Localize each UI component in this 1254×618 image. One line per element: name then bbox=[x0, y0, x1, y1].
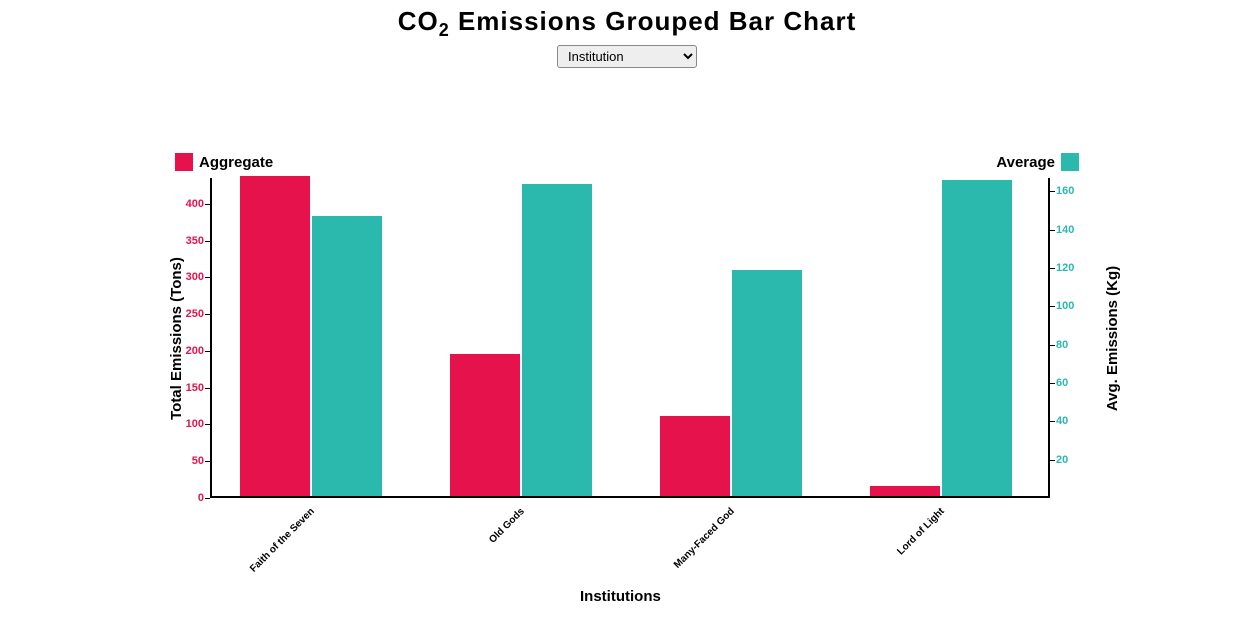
tickmark-left bbox=[205, 461, 210, 462]
grouping-dropdown[interactable]: Institution bbox=[557, 45, 697, 68]
dropdown-container: Institution bbox=[0, 45, 1254, 68]
title-suffix: Emissions Grouped Bar Chart bbox=[450, 6, 857, 36]
legend-swatch-average bbox=[1061, 153, 1079, 171]
bar-aggregate bbox=[450, 354, 520, 496]
tickmark-right bbox=[1050, 421, 1055, 422]
ytick-left: 200 bbox=[186, 345, 204, 357]
tickmark-left bbox=[205, 388, 210, 389]
y-axis-right-title: Avg. Emissions (Kg) bbox=[1104, 266, 1121, 411]
tickmark-left bbox=[205, 204, 210, 205]
bar-average bbox=[942, 180, 1012, 496]
y-axis-left-title: Total Emissions (Tons) bbox=[168, 257, 185, 420]
x-axis-title: Institutions bbox=[580, 588, 661, 605]
ytick-right: 80 bbox=[1056, 339, 1068, 351]
tickmark-right bbox=[1050, 191, 1055, 192]
tickmark-left bbox=[205, 498, 210, 499]
x-category-label: Lord of Light bbox=[895, 506, 946, 557]
bar-average bbox=[312, 216, 382, 496]
x-category-label: Many-Faced God bbox=[672, 506, 737, 571]
bar-aggregate bbox=[660, 416, 730, 496]
ytick-left: 150 bbox=[186, 382, 204, 394]
bar-aggregate bbox=[240, 176, 310, 496]
ytick-left: 300 bbox=[186, 271, 204, 283]
bar-average bbox=[732, 270, 802, 496]
legend-label-average: Average bbox=[996, 154, 1055, 171]
ytick-right: 60 bbox=[1056, 377, 1068, 389]
bar-average bbox=[522, 184, 592, 496]
tickmark-left bbox=[205, 314, 210, 315]
tickmark-right bbox=[1050, 306, 1055, 307]
x-category-label: Old Gods bbox=[487, 506, 527, 546]
legend-average: Average bbox=[996, 153, 1079, 171]
ytick-left: 400 bbox=[186, 198, 204, 210]
tickmark-right bbox=[1050, 268, 1055, 269]
ytick-right: 20 bbox=[1056, 454, 1068, 466]
legend-swatch-aggregate bbox=[175, 153, 193, 171]
page-title: CO2 Emissions Grouped Bar Chart bbox=[0, 0, 1254, 41]
x-category-label: Faith of the Seven bbox=[248, 506, 317, 575]
tickmark-right bbox=[1050, 460, 1055, 461]
tickmark-right bbox=[1050, 383, 1055, 384]
tickmark-left bbox=[205, 241, 210, 242]
title-prefix: CO bbox=[398, 6, 439, 36]
ytick-left: 350 bbox=[186, 235, 204, 247]
ytick-right: 140 bbox=[1056, 224, 1074, 236]
legend-label-aggregate: Aggregate bbox=[199, 154, 273, 171]
tickmark-right bbox=[1050, 230, 1055, 231]
bar-aggregate bbox=[870, 486, 940, 496]
ytick-left: 0 bbox=[198, 492, 204, 504]
ytick-right: 40 bbox=[1056, 415, 1068, 427]
tickmark-left bbox=[205, 277, 210, 278]
legend-aggregate: Aggregate bbox=[175, 153, 273, 171]
ytick-left: 50 bbox=[192, 455, 204, 467]
ytick-left: 250 bbox=[186, 308, 204, 320]
tickmark-left bbox=[205, 424, 210, 425]
tickmark-right bbox=[1050, 345, 1055, 346]
ytick-right: 100 bbox=[1056, 300, 1074, 312]
tickmark-left bbox=[205, 351, 210, 352]
ytick-right: 120 bbox=[1056, 262, 1074, 274]
ytick-left: 100 bbox=[186, 418, 204, 430]
title-sub: 2 bbox=[439, 20, 450, 40]
ytick-right: 160 bbox=[1056, 185, 1074, 197]
plot-region bbox=[210, 178, 1050, 498]
